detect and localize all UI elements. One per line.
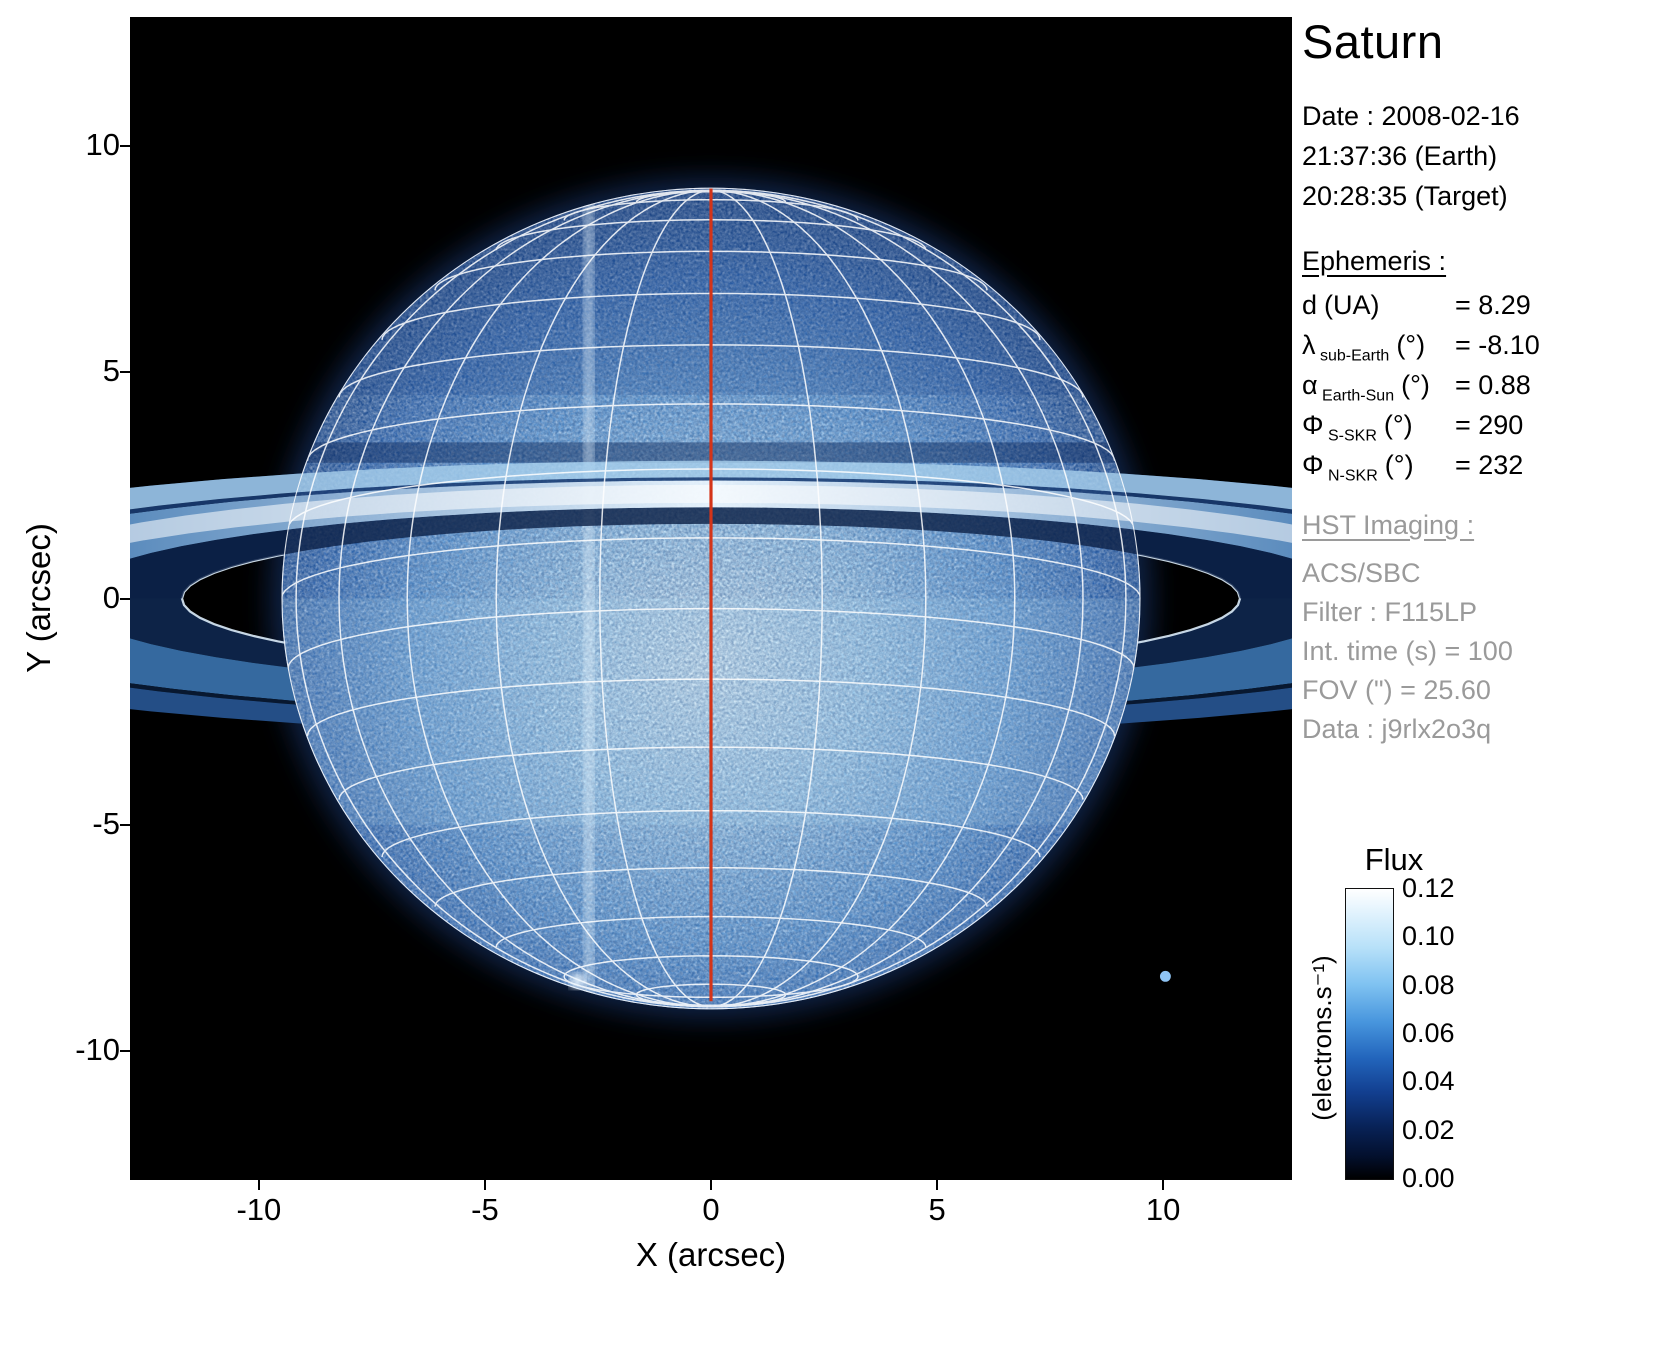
observation-date: Date : 2008-02-16 [1302, 101, 1520, 131]
x-tick-mark [1162, 1180, 1165, 1190]
ephemeris-row: Φ N-SKR (°) = 232 [1302, 450, 1674, 490]
ephemeris-value: = -8.10 [1455, 330, 1540, 360]
bright-spot [569, 973, 586, 989]
x-axis-label: X (arcsec) [635, 1236, 787, 1273]
rings-near-side [130, 460, 1292, 599]
x-tick-label: 10 [1145, 1192, 1181, 1227]
ephemeris-symbol: Φ [1302, 410, 1324, 440]
ephemeris-value: = 8.29 [1455, 290, 1531, 320]
ephemeris-value: = 290 [1455, 410, 1524, 440]
y-tick-mark [120, 1049, 130, 1052]
ephemeris-row: Φ S-SKR (°) = 290 [1302, 410, 1674, 450]
colorbar-gradient [1345, 888, 1394, 1180]
figure-title: Saturn [1302, 15, 1444, 68]
colorbar-unit-label: (electrons.s⁻¹) [1307, 955, 1337, 1121]
colorbar-tick-label: 0.10 [1402, 921, 1455, 952]
colorbar-tick-label: 0.06 [1402, 1018, 1455, 1048]
hst-imaging-heading: HST Imaging : [1302, 510, 1475, 540]
hst-imaging-line: Data : j9rlx2o3q [1302, 714, 1492, 744]
y-tick-label: 0 [102, 579, 120, 615]
detector-streak [583, 187, 594, 1010]
ephemeris-symbol: α [1302, 370, 1318, 400]
x-tick-mark [257, 1180, 260, 1190]
y-tick-label: 5 [102, 353, 120, 389]
y-tick-mark [120, 145, 130, 148]
y-tick-mark [120, 371, 130, 374]
colorbar-tick-label: 0.02 [1402, 1114, 1455, 1145]
ephemeris-symbol: d [1302, 290, 1318, 320]
colorbar-title: Flux [1364, 842, 1424, 877]
colorbar-tick-label: 0.12 [1402, 873, 1455, 903]
colorbar-tick-label: 0.04 [1402, 1066, 1455, 1097]
x-tick-mark [710, 1180, 712, 1190]
x-tick-label: -5 [471, 1192, 499, 1227]
hst-imaging-line: Filter : F115LP [1302, 597, 1478, 627]
colorbar-tick-label: 0.00 [1402, 1163, 1455, 1193]
ephemeris-row: λ sub-Earth (°) = -8.10 [1302, 330, 1674, 370]
graticule-parallel-loop [563, 955, 859, 999]
ephemeris-heading: Ephemeris : [1302, 246, 1447, 276]
colorbar: Flux (electrons.s⁻¹) 0.12 0.10 0.08 0.06 0.0… [1307, 842, 1676, 1242]
observation-block: Date : 2008-02-16 21:37:36 (Earth) 20:28… [1302, 96, 1520, 216]
ephemeris-unit: (°) [1384, 450, 1414, 480]
ephemeris-subscript: N-SKR [1323, 467, 1378, 485]
y-tick-label: -10 [75, 1031, 120, 1067]
ephemeris-value: = 232 [1455, 450, 1524, 480]
saturn-image [130, 177, 1292, 1020]
ephemeris-symbol: λ [1302, 330, 1316, 360]
ring-band-near [130, 507, 1292, 599]
x-tick-label: 0 [702, 1192, 720, 1227]
hst-imaging-line: Int. time (s) = 100 [1302, 636, 1513, 666]
ephemeris-subscript: S-SKR [1323, 427, 1377, 445]
ephemeris-symbol: Φ [1302, 450, 1324, 480]
observation-target-time: 20:28:35 (Target) [1302, 181, 1508, 211]
observation-earth-time: 21:37:36 (Earth) [1302, 141, 1498, 171]
ephemeris-rows: d (UA) = 8.29 λ sub-Earth (°) = -8.10 α Earth-… [1302, 290, 1674, 490]
star-point [1159, 970, 1171, 982]
ephemeris-value: = 0.88 [1455, 370, 1531, 400]
x-tick-mark [936, 1180, 939, 1190]
hst-imaging-line: FOV (") = 25.60 [1302, 675, 1491, 705]
ephemeris-unit: (UA) [1324, 290, 1380, 320]
x-tick-mark [483, 1180, 486, 1190]
x-tick-label: 5 [928, 1192, 946, 1227]
hst-imaging-lines: ACS/SBC Filter : F115LP Int. time (s) = 10… [1302, 554, 1513, 749]
ephemeris-unit: (°) [1401, 370, 1430, 400]
colorbar-tick-label: 0.08 [1402, 969, 1455, 1000]
ephemeris-unit: (°) [1383, 410, 1413, 440]
scene-root [130, 177, 1292, 1020]
ephemeris-subscript: Earth-Sun [1317, 387, 1395, 405]
y-tick-label: -5 [92, 805, 120, 841]
y-tick-mark [120, 597, 130, 600]
ephemeris-unit: (°) [1396, 330, 1426, 360]
ephemeris-row: d (UA) = 8.29 [1302, 290, 1674, 330]
ephemeris-subscript: sub-Earth [1315, 347, 1390, 365]
y-tick-mark [120, 823, 130, 826]
x-tick-label: -10 [236, 1192, 282, 1227]
ring-bright-core [130, 484, 1292, 543]
image-plot [130, 17, 1292, 1180]
y-tick-label: 10 [85, 127, 120, 163]
hst-imaging-line: ACS/SBC [1302, 558, 1421, 588]
ephemeris-row: α Earth-Sun (°) = 0.88 [1302, 370, 1674, 410]
